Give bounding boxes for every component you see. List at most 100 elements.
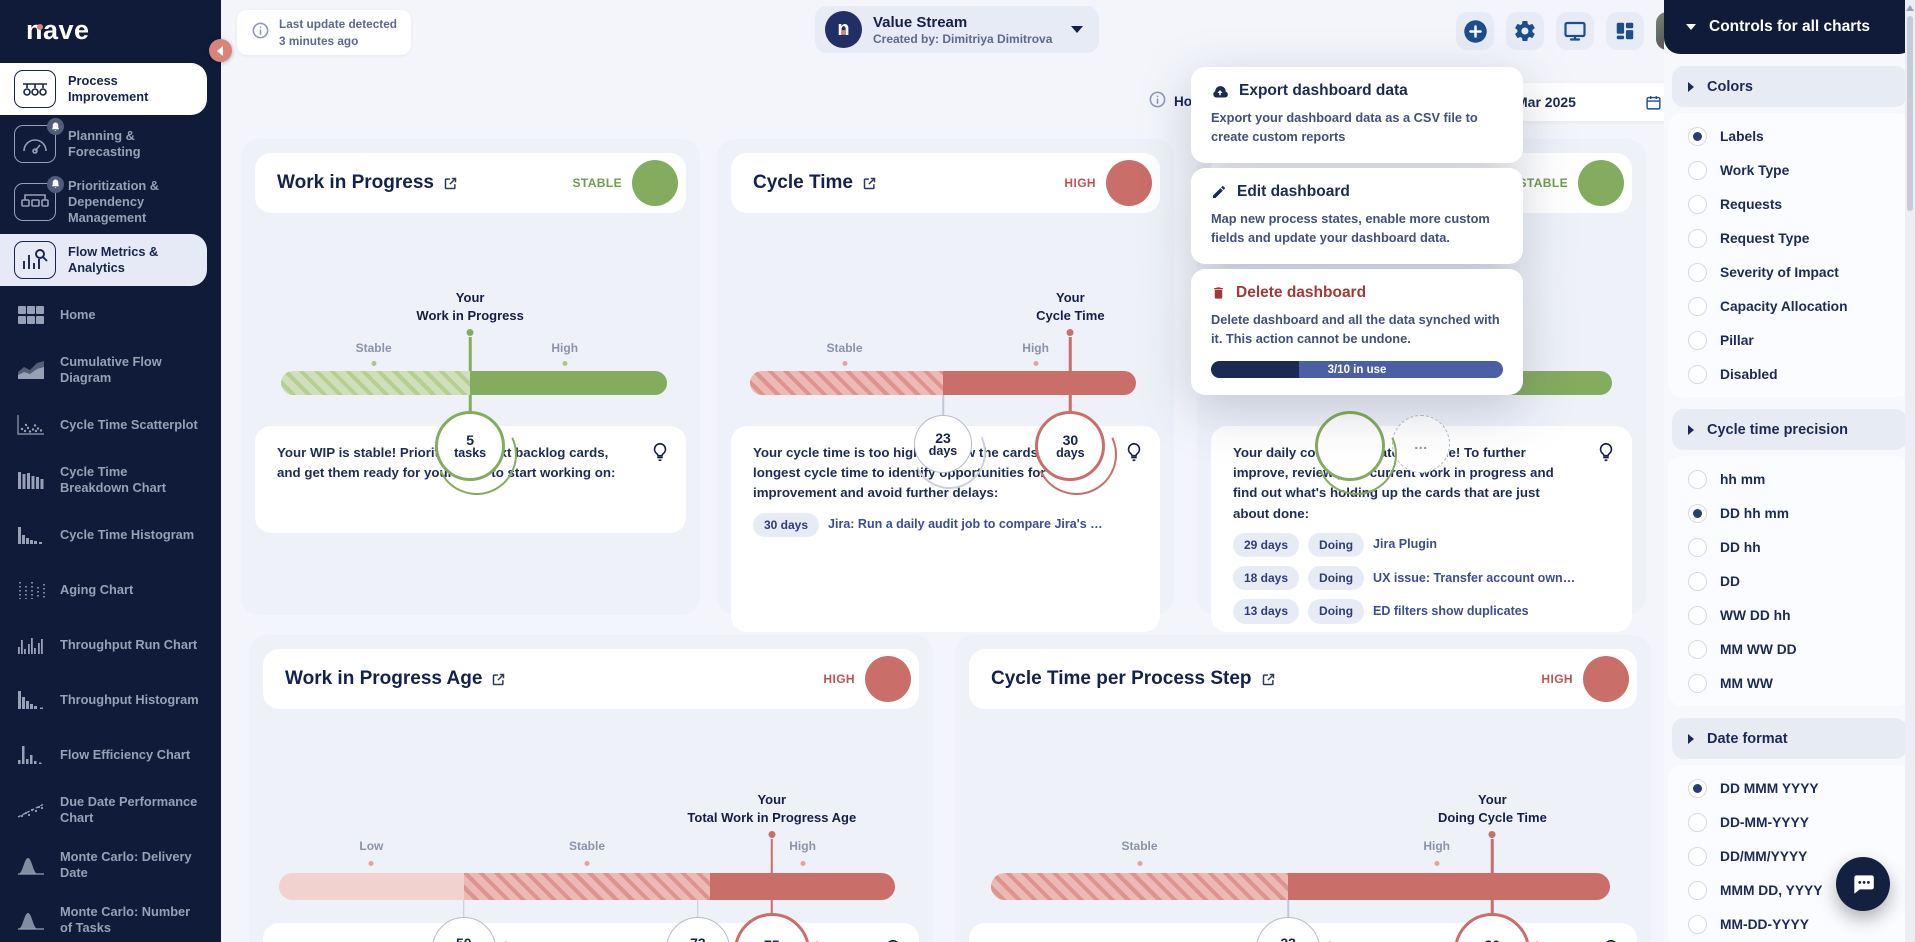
sidebar-item-flow-efficiency-chart[interactable]: Flow Efficiency Chart xyxy=(0,729,207,781)
gauge-connector-line xyxy=(1287,900,1289,921)
radio-option-dd-hh-mm[interactable]: DD hh mm xyxy=(1668,496,1911,530)
radio-option-mm-ww-dd[interactable]: MM WW DD xyxy=(1668,632,1911,666)
add-dashboard-button[interactable] xyxy=(1456,12,1494,50)
sidebar-item-throughput-histogram[interactable]: Throughput Histogram xyxy=(0,674,207,726)
help-link[interactable]: Ho xyxy=(1148,90,1192,112)
radio-option-mm-ww[interactable]: MM WW xyxy=(1668,666,1911,700)
radio-button xyxy=(1688,503,1707,523)
popup-item-export[interactable]: Export dashboard data Export your dashboa… xyxy=(1191,67,1523,164)
sidebar-item-cycle-time-histogram[interactable]: Cycle Time Histogram xyxy=(0,509,207,561)
gauge-value-bubble: 5 tasks xyxy=(435,411,506,481)
gauge: Stable High Your Cycle Time 23 days 30 days xyxy=(717,213,1174,615)
gauge-connector-line xyxy=(942,395,944,419)
card-header: Work in Progress STABLE xyxy=(255,153,686,213)
card-title: Cycle Time per Process Step xyxy=(991,668,1252,689)
external-link-icon[interactable] xyxy=(443,176,458,191)
section-date-format[interactable]: Date format xyxy=(1672,718,1907,759)
sidebar-item-cycle-time-scatterplot[interactable]: Cycle Time Scatterplot xyxy=(0,399,207,451)
sidebar-item-cumulative-flow-diagram[interactable]: Cumulative Flow Diagram xyxy=(0,344,207,396)
radio-option-requests[interactable]: Requests xyxy=(1668,187,1911,221)
gauge-marker-label: High xyxy=(551,341,579,355)
radio-option-ww-dd-hh[interactable]: WW DD hh xyxy=(1668,598,1911,632)
radio-option-hh-mm[interactable]: hh mm xyxy=(1668,462,1911,496)
radio-option-request-type[interactable]: Request Type xyxy=(1668,221,1911,255)
sidebar-item-prioritization-dependency-management[interactable]: Prioritization & Dependency Management xyxy=(0,173,207,231)
popup-item-description: Export your dashboard data as a CSV file… xyxy=(1211,110,1478,144)
settings-button[interactable] xyxy=(1506,12,1544,50)
external-link-icon[interactable] xyxy=(1261,672,1276,687)
gauge-connector-line xyxy=(463,900,465,921)
radio-button xyxy=(1688,194,1707,214)
list-item: 30 days Jira: Run a daily audit job to co… xyxy=(753,512,1106,537)
date-range-selector[interactable]: Mar 2025 xyxy=(1500,83,1675,121)
bubble-value: … xyxy=(1413,436,1428,452)
section-cycle-time-precision[interactable]: Cycle time precision xyxy=(1672,409,1907,450)
advice-rows: 29 days Doing Jira Plugin 18 days Doing UX is… xyxy=(1233,532,1578,624)
radio-label: Disabled xyxy=(1720,366,1778,382)
controls-panel-header[interactable]: Controls for all charts xyxy=(1664,0,1915,54)
display-mode-button[interactable] xyxy=(1556,12,1594,50)
panel-scrollbar[interactable] xyxy=(1905,0,1915,942)
nave-logo: nave xyxy=(26,15,90,45)
radio-option-severity-of-impact[interactable]: Severity of Impact xyxy=(1668,255,1911,289)
sidebar-item-home[interactable]: Home xyxy=(0,289,207,341)
sidebar-item-cycle-time-breakdown-chart[interactable]: Cycle Time Breakdown Chart xyxy=(0,454,207,506)
radio-option-dd-hh[interactable]: DD hh xyxy=(1668,530,1911,564)
sidebar-item-throughput-run-chart[interactable]: Throughput Run Chart xyxy=(0,619,207,671)
sidebar-item-flow-metrics-analytics[interactable]: Flow Metrics & Analytics xyxy=(0,233,207,286)
gauge-value-bubble: 75days xyxy=(733,913,810,942)
task-link[interactable]: Jira: Run a daily audit job to compare J… xyxy=(828,517,1106,532)
gauge-marker-dot xyxy=(562,361,568,366)
radio-option-mmm-dd-yyyy[interactable]: MMM DD, YYYY xyxy=(1668,873,1911,907)
gauge-marker-dot xyxy=(368,861,374,866)
sidebar-item-due-date-performance-chart[interactable]: Due Date Performance Chart xyxy=(0,784,207,836)
radio-option-mm-dd-yyyy[interactable]: MM-DD-YYYY xyxy=(1668,907,1911,941)
gear-icon xyxy=(1513,19,1537,43)
chevron-right-icon xyxy=(1688,81,1694,92)
radio-option-disabled[interactable]: Disabled xyxy=(1668,357,1911,391)
gauge-pin-dot xyxy=(466,329,474,336)
radio-option-dd-mm-yyyy[interactable]: DD-MM-YYYY xyxy=(1668,805,1911,839)
chevron-down-icon xyxy=(1071,26,1084,33)
scrollbar-thumb[interactable] xyxy=(1907,16,1913,211)
popup-item-delete[interactable]: Delete dashboard Delete dashboard and all… xyxy=(1191,269,1523,396)
radio-option-pillar[interactable]: Pillar xyxy=(1668,323,1911,357)
radio-option-dd[interactable]: DD xyxy=(1668,564,1911,598)
external-link-icon[interactable] xyxy=(491,672,506,687)
external-link-icon[interactable] xyxy=(862,176,877,191)
sidebar-item-monte-carlo-delivery-date[interactable]: Monte Carlo: Delivery Date xyxy=(0,839,207,891)
radio-button xyxy=(1688,296,1707,316)
widgets-button[interactable] xyxy=(1606,12,1644,50)
radio-option-dd-mmm-yyyy[interactable]: DD MMM YYYY xyxy=(1668,771,1911,805)
task-link[interactable]: Jira Plugin xyxy=(1373,537,1437,552)
bubble-value: 30 xyxy=(1485,937,1501,942)
gauge-marker-dot xyxy=(1137,861,1143,866)
popup-item-edit[interactable]: Edit dashboard Map new process states, en… xyxy=(1191,168,1523,265)
sidebar-item-label: Throughput Run Chart xyxy=(60,636,198,652)
tag-pill: 29 days xyxy=(1233,532,1300,558)
sidebar-item-monte-carlo-number-of-tasks[interactable]: Monte Carlo: Number of Tasks xyxy=(0,894,207,942)
radio-option-labels[interactable]: Labels xyxy=(1668,119,1911,153)
radio-option-dd-mm-yyyy[interactable]: DD/MM/YYYY xyxy=(1668,839,1911,873)
task-link[interactable]: UX issue: Transfer account ownership xyxy=(1373,570,1578,585)
status-badge: STABLE xyxy=(572,176,622,190)
task-link[interactable]: ED filters show duplicates xyxy=(1373,603,1529,618)
radio-option-capacity-allocation[interactable]: Capacity Allocation xyxy=(1668,289,1911,323)
info-icon xyxy=(251,21,270,45)
options-group: hh mm DD hh mm DD hh DD WW DD hh MM WW DD MM W… xyxy=(1668,456,1911,706)
section-colors[interactable]: Colors xyxy=(1672,66,1907,107)
status: STABLE xyxy=(572,160,678,206)
sidebar-item-aging-chart[interactable]: Aging Chart xyxy=(0,564,207,616)
stream-selector[interactable]: n Value Stream Created by: Dimitriya Dim… xyxy=(815,6,1100,53)
scroll-up-arrow[interactable] xyxy=(1906,5,1914,11)
gauge-segment-hatch xyxy=(281,371,471,395)
radio-label: DD-MM-YYYY xyxy=(1720,814,1809,830)
chat-widget-button[interactable] xyxy=(1836,857,1890,911)
sidebar-collapse-button[interactable] xyxy=(209,39,232,62)
sidebar-item-process-improvement[interactable]: Process Improvement xyxy=(0,63,207,115)
radio-option-work-type[interactable]: Work Type xyxy=(1668,153,1911,187)
status-circle xyxy=(865,656,911,702)
sidebar-item-planning-forecasting[interactable]: Planning & Forecasting xyxy=(0,118,207,170)
